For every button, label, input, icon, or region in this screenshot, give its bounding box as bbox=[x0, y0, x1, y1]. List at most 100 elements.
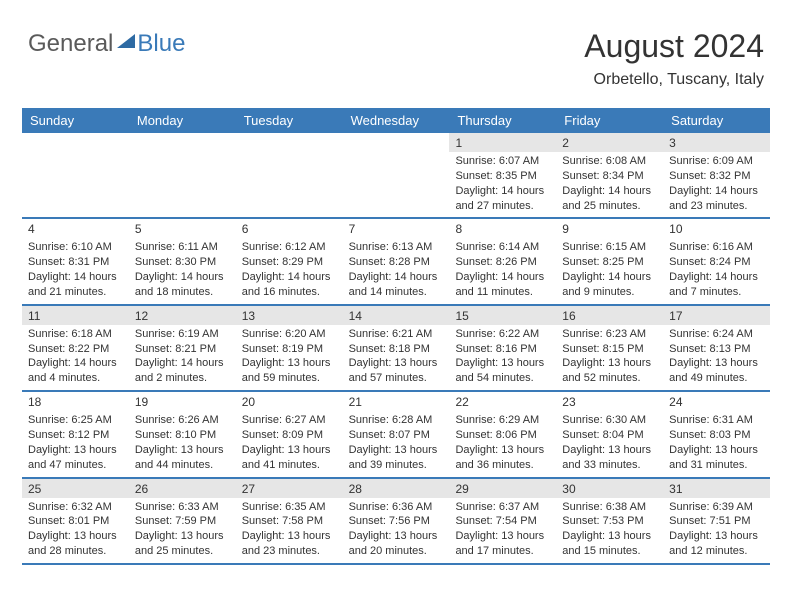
daylight-text: Daylight: 13 hours and 25 minutes. bbox=[135, 529, 230, 559]
day-number: 30 bbox=[556, 479, 663, 498]
day-info: Sunrise: 6:38 AMSunset: 7:53 PMDaylight:… bbox=[556, 498, 663, 563]
day-number: 16 bbox=[556, 306, 663, 325]
day-header-row: SundayMondayTuesdayWednesdayThursdayFrid… bbox=[22, 108, 770, 133]
day-cell: 18Sunrise: 6:25 AMSunset: 8:12 PMDayligh… bbox=[22, 392, 129, 476]
day-cell: 16Sunrise: 6:23 AMSunset: 8:15 PMDayligh… bbox=[556, 306, 663, 390]
day-number: 10 bbox=[663, 219, 770, 238]
day-info: Sunrise: 6:07 AMSunset: 8:35 PMDaylight:… bbox=[449, 152, 556, 217]
day-info: Sunrise: 6:26 AMSunset: 8:10 PMDaylight:… bbox=[129, 411, 236, 476]
daylight-text: Daylight: 14 hours and 21 minutes. bbox=[28, 270, 123, 300]
week-row: 4Sunrise: 6:10 AMSunset: 8:31 PMDaylight… bbox=[22, 219, 770, 305]
sunset-text: Sunset: 8:25 PM bbox=[562, 255, 657, 270]
sunset-text: Sunset: 8:13 PM bbox=[669, 342, 764, 357]
sunset-text: Sunset: 8:26 PM bbox=[455, 255, 550, 270]
day-info: Sunrise: 6:22 AMSunset: 8:16 PMDaylight:… bbox=[449, 325, 556, 390]
day-number: 23 bbox=[556, 392, 663, 411]
day-cell: 11Sunrise: 6:18 AMSunset: 8:22 PMDayligh… bbox=[22, 306, 129, 390]
sunrise-text: Sunrise: 6:16 AM bbox=[669, 240, 764, 255]
day-number: 14 bbox=[343, 306, 450, 325]
sunset-text: Sunset: 8:03 PM bbox=[669, 428, 764, 443]
day-number: 28 bbox=[343, 479, 450, 498]
day-number: 17 bbox=[663, 306, 770, 325]
day-number: 11 bbox=[22, 306, 129, 325]
daylight-text: Daylight: 13 hours and 47 minutes. bbox=[28, 443, 123, 473]
sunset-text: Sunset: 8:28 PM bbox=[349, 255, 444, 270]
daylight-text: Daylight: 14 hours and 23 minutes. bbox=[669, 184, 764, 214]
sunrise-text: Sunrise: 6:37 AM bbox=[455, 500, 550, 515]
header: August 2024 Orbetello, Tuscany, Italy bbox=[584, 28, 764, 89]
daylight-text: Daylight: 13 hours and 54 minutes. bbox=[455, 356, 550, 386]
day-header-monday: Monday bbox=[129, 108, 236, 133]
logo-triangle-icon bbox=[117, 34, 135, 48]
day-info: Sunrise: 6:20 AMSunset: 8:19 PMDaylight:… bbox=[236, 325, 343, 390]
sunrise-text: Sunrise: 6:23 AM bbox=[562, 327, 657, 342]
sunset-text: Sunset: 8:01 PM bbox=[28, 514, 123, 529]
day-number: 6 bbox=[236, 219, 343, 238]
day-cell: 26Sunrise: 6:33 AMSunset: 7:59 PMDayligh… bbox=[129, 479, 236, 563]
sunrise-text: Sunrise: 6:09 AM bbox=[669, 154, 764, 169]
daylight-text: Daylight: 14 hours and 16 minutes. bbox=[242, 270, 337, 300]
sunrise-text: Sunrise: 6:35 AM bbox=[242, 500, 337, 515]
day-info: Sunrise: 6:29 AMSunset: 8:06 PMDaylight:… bbox=[449, 411, 556, 476]
daylight-text: Daylight: 13 hours and 44 minutes. bbox=[135, 443, 230, 473]
day-number: 21 bbox=[343, 392, 450, 411]
day-number: 27 bbox=[236, 479, 343, 498]
day-cell: 6Sunrise: 6:12 AMSunset: 8:29 PMDaylight… bbox=[236, 219, 343, 303]
day-cell: 9Sunrise: 6:15 AMSunset: 8:25 PMDaylight… bbox=[556, 219, 663, 303]
daylight-text: Daylight: 13 hours and 57 minutes. bbox=[349, 356, 444, 386]
day-info: Sunrise: 6:13 AMSunset: 8:28 PMDaylight:… bbox=[343, 238, 450, 303]
day-info: Sunrise: 6:08 AMSunset: 8:34 PMDaylight:… bbox=[556, 152, 663, 217]
daylight-text: Daylight: 14 hours and 27 minutes. bbox=[455, 184, 550, 214]
day-cell: 4Sunrise: 6:10 AMSunset: 8:31 PMDaylight… bbox=[22, 219, 129, 303]
daylight-text: Daylight: 14 hours and 14 minutes. bbox=[349, 270, 444, 300]
daylight-text: Daylight: 14 hours and 11 minutes. bbox=[455, 270, 550, 300]
day-cell: 19Sunrise: 6:26 AMSunset: 8:10 PMDayligh… bbox=[129, 392, 236, 476]
week-row: 18Sunrise: 6:25 AMSunset: 8:12 PMDayligh… bbox=[22, 392, 770, 478]
sunset-text: Sunset: 8:15 PM bbox=[562, 342, 657, 357]
empty-cell bbox=[129, 133, 236, 217]
day-cell: 24Sunrise: 6:31 AMSunset: 8:03 PMDayligh… bbox=[663, 392, 770, 476]
day-cell: 1Sunrise: 6:07 AMSunset: 8:35 PMDaylight… bbox=[449, 133, 556, 217]
day-cell: 23Sunrise: 6:30 AMSunset: 8:04 PMDayligh… bbox=[556, 392, 663, 476]
daylight-text: Daylight: 13 hours and 39 minutes. bbox=[349, 443, 444, 473]
sunset-text: Sunset: 8:34 PM bbox=[562, 169, 657, 184]
sunset-text: Sunset: 7:58 PM bbox=[242, 514, 337, 529]
daylight-text: Daylight: 13 hours and 31 minutes. bbox=[669, 443, 764, 473]
day-number: 20 bbox=[236, 392, 343, 411]
day-header-saturday: Saturday bbox=[663, 108, 770, 133]
sunset-text: Sunset: 8:16 PM bbox=[455, 342, 550, 357]
day-info: Sunrise: 6:11 AMSunset: 8:30 PMDaylight:… bbox=[129, 238, 236, 303]
logo-text-blue: Blue bbox=[137, 30, 185, 58]
day-info: Sunrise: 6:23 AMSunset: 8:15 PMDaylight:… bbox=[556, 325, 663, 390]
day-info: Sunrise: 6:33 AMSunset: 7:59 PMDaylight:… bbox=[129, 498, 236, 563]
day-cell: 29Sunrise: 6:37 AMSunset: 7:54 PMDayligh… bbox=[449, 479, 556, 563]
sunset-text: Sunset: 8:32 PM bbox=[669, 169, 764, 184]
day-number: 12 bbox=[129, 306, 236, 325]
day-number: 5 bbox=[129, 219, 236, 238]
day-cell: 3 Sunrise: 6:09 AMSunset: 8:32 PMDaylight… bbox=[663, 133, 770, 217]
day-cell: 5Sunrise: 6:11 AMSunset: 8:30 PMDaylight… bbox=[129, 219, 236, 303]
day-number: 7 bbox=[343, 219, 450, 238]
day-number: 22 bbox=[449, 392, 556, 411]
day-info: Sunrise: 6:24 AMSunset: 8:13 PMDaylight:… bbox=[663, 325, 770, 390]
day-header-wednesday: Wednesday bbox=[343, 108, 450, 133]
sunrise-text: Sunrise: 6:11 AM bbox=[135, 240, 230, 255]
day-number: 3 bbox=[663, 133, 770, 152]
day-info: Sunrise: 6:21 AMSunset: 8:18 PMDaylight:… bbox=[343, 325, 450, 390]
daylight-text: Daylight: 13 hours and 20 minutes. bbox=[349, 529, 444, 559]
day-header-sunday: Sunday bbox=[22, 108, 129, 133]
sunset-text: Sunset: 8:04 PM bbox=[562, 428, 657, 443]
sunrise-text: Sunrise: 6:15 AM bbox=[562, 240, 657, 255]
location: Orbetello, Tuscany, Italy bbox=[584, 71, 764, 89]
day-cell: 15Sunrise: 6:22 AMSunset: 8:16 PMDayligh… bbox=[449, 306, 556, 390]
day-cell: 31Sunrise: 6:39 AMSunset: 7:51 PMDayligh… bbox=[663, 479, 770, 563]
day-number: 19 bbox=[129, 392, 236, 411]
sunrise-text: Sunrise: 6:21 AM bbox=[349, 327, 444, 342]
sunrise-text: Sunrise: 6:12 AM bbox=[242, 240, 337, 255]
daylight-text: Daylight: 13 hours and 59 minutes. bbox=[242, 356, 337, 386]
day-number: 9 bbox=[556, 219, 663, 238]
day-number: 1 bbox=[449, 133, 556, 152]
sunrise-text: Sunrise: 6:19 AM bbox=[135, 327, 230, 342]
empty-cell bbox=[236, 133, 343, 217]
sunrise-text: Sunrise: 6:31 AM bbox=[669, 413, 764, 428]
